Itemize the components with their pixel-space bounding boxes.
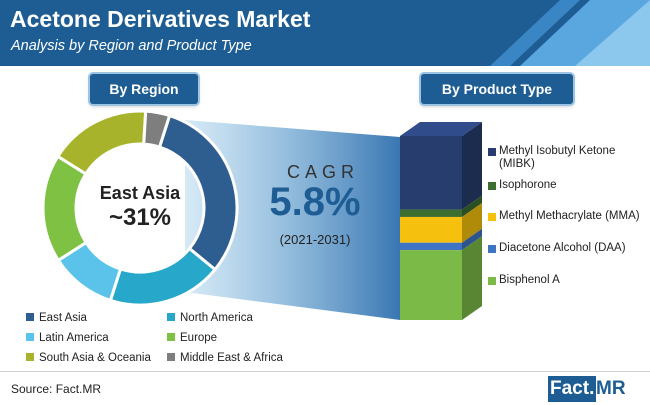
legend-item-north-america: North America: [167, 312, 253, 324]
legend-swatch: [488, 148, 496, 156]
product-stacked-bar: [400, 122, 482, 320]
bar-segment-methyl-isobutyl-ketone-mibk: [400, 136, 462, 210]
donut-slice-south-asia-oceania: [55, 109, 148, 176]
bar-side-isophorone: [462, 195, 482, 217]
donut-slice-europe: [41, 154, 89, 263]
connector-funnel: [185, 120, 400, 320]
legend-swatch: [26, 313, 34, 321]
legend-label: South Asia & Oceania: [39, 352, 151, 364]
legend-item-middle-east-africa: Middle East & Africa: [167, 352, 283, 364]
region-donut-chart: [41, 109, 239, 307]
donut-slice-north-america: [108, 246, 218, 307]
logo-mr-text: MR: [596, 378, 626, 399]
donut-center-value: ~31%: [108, 204, 172, 231]
legend-item-daa: Diacetone Alcohol (DAA): [488, 242, 647, 255]
page-subtitle: Analysis by Region and Product Type: [11, 38, 252, 54]
bar-segment-diacetone-alcohol-daa: [400, 242, 462, 251]
header-banner: Acetone Derivatives Market Analysis by R…: [0, 0, 650, 66]
cagr-period: (2021-2031): [279, 232, 351, 247]
legend-item-mma: Methyl Methacrylate (MMA): [488, 210, 647, 223]
page-title: Acetone Derivatives Market: [10, 6, 311, 32]
legend-swatch: [26, 333, 34, 341]
cagr-label: CAGR: [286, 162, 359, 182]
legend-label: Middle East & Africa: [180, 352, 283, 364]
chart-canvas: [41, 109, 482, 320]
donut-center-label: East Asia: [99, 183, 181, 203]
legend-label: East Asia: [39, 312, 87, 324]
donut-slice-middle-east-africa: [142, 109, 172, 149]
legend-item-europe: Europe: [167, 332, 217, 344]
legend-item-bisphenol-a: Bisphenol A: [488, 274, 647, 287]
by-region-button[interactable]: By Region: [90, 74, 198, 104]
bar-segment-bisphenol-a: [400, 250, 462, 320]
legend-swatch: [167, 313, 175, 321]
legend-item-south-asia-oceania: South Asia & Oceania: [26, 352, 151, 364]
legend-swatch: [26, 353, 34, 361]
legend-item-mibk: Methyl Isobutyl Ketone (MIBK): [488, 145, 647, 171]
bar-side-bisphenol-a: [462, 236, 482, 320]
cagr-value: 5.8%: [269, 180, 361, 224]
legend-label: North America: [180, 312, 253, 324]
legend-label: Latin America: [39, 332, 109, 344]
bar-side-methyl-methacrylate-mma: [462, 202, 482, 243]
donut-slice-east-asia: [157, 113, 239, 272]
legend-swatch: [488, 245, 496, 253]
legend-label: Bisphenol A: [499, 274, 560, 286]
legend-label: Europe: [180, 332, 218, 344]
bar-side-methyl-isobutyl-ketone-mibk: [462, 122, 482, 210]
header-stripes: [490, 0, 650, 66]
legend-label: Isophorone: [499, 179, 557, 191]
bar-segment-isophorone: [400, 209, 462, 217]
legend-label: Methyl Isobutyl Ketone (MIBK): [499, 145, 616, 170]
legend-swatch: [488, 277, 496, 285]
legend-swatch: [167, 353, 175, 361]
legend-swatch: [167, 333, 175, 341]
bar-top-face: [400, 122, 482, 136]
legend-item-latin-america: Latin America: [26, 332, 109, 344]
legend-swatch: [488, 182, 496, 190]
bar-side-diacetone-alcohol-daa: [462, 228, 482, 251]
legend-label: Methyl Methacrylate (MMA): [499, 210, 640, 222]
legend-item-east-asia: East Asia: [26, 312, 87, 324]
legend-item-isophorone: Isophorone: [488, 179, 647, 192]
footer-divider: [0, 371, 650, 372]
legend-label: Diacetone Alcohol (DAA): [499, 242, 626, 254]
by-product-type-button[interactable]: By Product Type: [421, 74, 573, 104]
factmr-logo: Fact. MR: [548, 376, 644, 402]
source-text: Source: Fact.MR: [11, 382, 102, 396]
logo-fact-text: Fact.: [548, 376, 597, 402]
bar-segment-methyl-methacrylate-mma: [400, 216, 462, 243]
legend-swatch: [488, 213, 496, 221]
